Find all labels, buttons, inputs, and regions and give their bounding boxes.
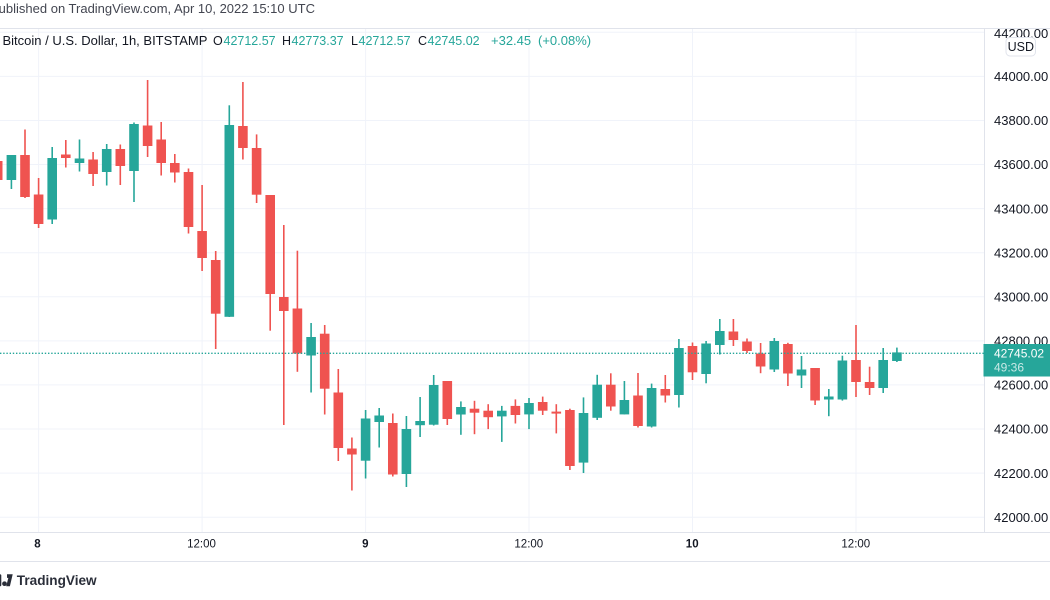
svg-text:42712.57: 42712.57 [359,34,411,48]
svg-text:8: 8 [34,539,41,551]
svg-text:(+0.08%): (+0.08%) [538,33,591,48]
svg-text:12:00: 12:00 [187,539,216,551]
svg-text:43800.00: 43800.00 [994,113,1048,128]
svg-text:+32.45: +32.45 [491,33,531,48]
svg-text:42745.02: 42745.02 [428,34,480,48]
svg-text:C: C [418,34,427,48]
svg-text:H: H [282,34,291,48]
svg-text:42745.02: 42745.02 [994,346,1044,360]
svg-text:42000.00: 42000.00 [994,510,1048,525]
svg-text:L: L [351,34,358,48]
svg-text:43600.00: 43600.00 [994,157,1048,172]
svg-text:43400.00: 43400.00 [994,201,1048,216]
svg-text:42712.57: 42712.57 [224,34,276,48]
svg-text:44200.00: 44200.00 [994,26,1048,41]
svg-text:Bitcoin / U.S. Dollar, 1h, BIT: Bitcoin / U.S. Dollar, 1h, BITSTAMP [3,33,208,48]
svg-text:TradingView: TradingView [17,573,97,588]
svg-text:12:00: 12:00 [841,539,870,551]
svg-text:Published on TradingView.com,: Published on TradingView.com, Apr 10, 20… [0,1,315,16]
svg-text:43200.00: 43200.00 [994,245,1048,260]
svg-text:9: 9 [362,539,368,551]
svg-text:43000.00: 43000.00 [994,290,1048,305]
svg-text:12:00: 12:00 [514,539,543,551]
svg-text:10: 10 [686,539,699,551]
svg-text:44000.00: 44000.00 [994,69,1048,84]
svg-text:42600.00: 42600.00 [994,378,1048,393]
svg-text:42400.00: 42400.00 [994,422,1048,437]
svg-text:USD: USD [1008,40,1034,54]
svg-text:42773.37: 42773.37 [292,34,344,48]
svg-text:O: O [213,34,223,48]
svg-text:49:36: 49:36 [994,361,1024,375]
svg-text:42200.00: 42200.00 [994,466,1048,481]
